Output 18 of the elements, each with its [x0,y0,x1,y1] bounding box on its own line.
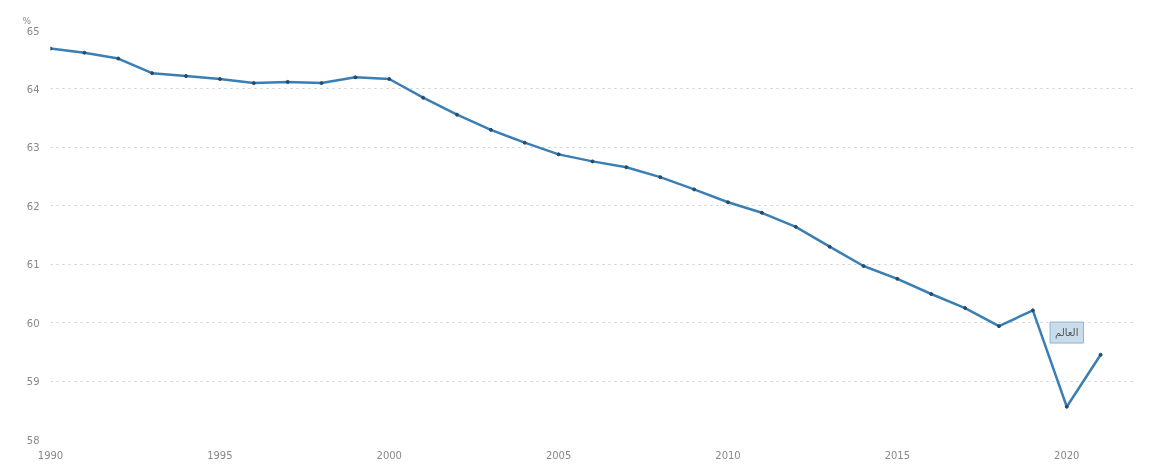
x-tick-label: 2020 [1054,449,1080,461]
y-tick-label: 63 [26,142,40,154]
y-tick-label: 58 [26,434,40,446]
series-label: العالم [1055,327,1079,340]
y-tick-label: 65 [26,25,40,37]
line-series [50,46,1103,409]
y-tick-label: 64 [26,83,40,95]
x-tick-label: 2010 [715,449,741,461]
y-tick-label: 62 [26,200,40,212]
y-axis-title: % [22,15,32,26]
x-tick-label: 1990 [37,449,64,461]
y-tick-label: 61 [26,259,40,271]
x-tick-label: 2015 [884,449,911,461]
y-tick-label: 60 [26,317,40,329]
x-tick-label: 1995 [207,449,233,461]
x-tick-label: 2000 [376,449,402,461]
x-tick-label: 2005 [545,449,572,461]
y-tick-label: 59 [26,376,40,388]
